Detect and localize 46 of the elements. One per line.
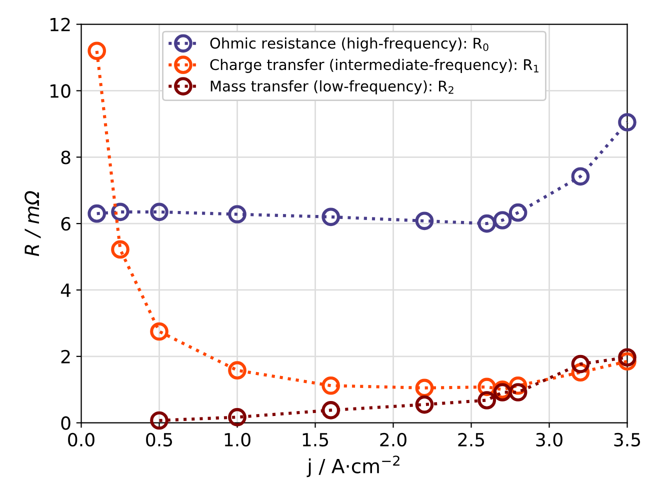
point [150,322,168,341]
legend-label: Ohmic resistance (high-frequency): R$_{0}$ [210,37,488,52]
point [508,203,528,222]
point [415,212,434,230]
point [111,240,130,259]
y-tick-label: 6 [61,217,70,231]
point [322,401,340,420]
x-tick-label: 1.0 [224,432,250,447]
x-tick-label: 2.5 [458,432,484,447]
point [228,408,246,426]
point [88,204,106,223]
y-axis-title: R / mΩ [24,191,41,256]
point [111,202,130,222]
x-tick-label: 2.0 [380,432,406,447]
point [571,167,590,186]
point [415,395,434,414]
legend-label: Mass transfer (low-frequency): R$_{2}$ [210,80,454,94]
point [228,205,246,224]
y-tick-label: 10 [50,84,70,98]
y-tick-label: 8 [61,150,70,164]
point [478,391,496,410]
x-tick-label: 3.5 [614,432,640,447]
x-tick-label: 0.5 [146,432,172,447]
x-tick-label: 0.0 [68,432,94,447]
point [150,202,168,222]
point [508,383,528,402]
y-tick-label: 2 [61,350,70,364]
point [618,113,636,132]
point [88,42,106,60]
x-axis-title: j / A·cm$^{−2}$ [306,456,400,478]
point [322,376,340,395]
y-tick-label: 0 [61,416,70,430]
y-tick-label: 4 [60,284,71,297]
point [228,361,246,380]
point [415,378,434,398]
x-tick-label: 1.5 [302,433,328,447]
point [493,211,512,230]
point [618,348,636,367]
point [322,208,340,226]
point [493,383,512,402]
point [478,214,496,233]
point [571,354,590,374]
point [150,411,168,430]
legend-label: Charge transfer (intermediate-frequency): R$_{1}$ [210,58,538,73]
y-tick-label: 12 [50,18,70,32]
x-tick-label: 3.0 [536,432,562,447]
